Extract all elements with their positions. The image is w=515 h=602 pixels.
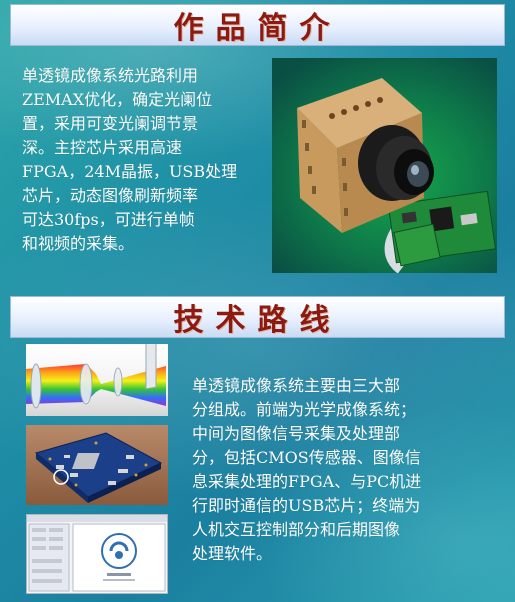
tech-line: 分组成。前端为光学成像系统； bbox=[192, 400, 417, 419]
tech-line: 息采集处理的FPGA、与PC机进 bbox=[192, 472, 422, 491]
tech-line: 分，包括CMOS传感器、图像信 bbox=[192, 448, 421, 467]
pcb-board-image bbox=[26, 425, 168, 505]
tech-line: 中间为图像信号采集及处理部 bbox=[192, 424, 401, 443]
intro-line: 深。主控芯片采用高速 bbox=[22, 138, 183, 157]
section-title-tech: 技术路线 bbox=[173, 303, 342, 338]
intro-line: 置，采用可变光阑调节景 bbox=[22, 114, 199, 133]
camera-device-photo bbox=[272, 58, 497, 273]
section-banner-tech: 技术路线 bbox=[10, 296, 505, 338]
intro-line: FPGA，24M晶振，USB处理 bbox=[22, 162, 238, 181]
software-ui-image bbox=[26, 514, 168, 594]
tech-line: 单透镜成像系统主要由三大部 bbox=[192, 376, 401, 395]
software-illustration bbox=[27, 515, 167, 592]
camera-illustration bbox=[297, 78, 496, 273]
section-banner-intro: 作品简介 bbox=[10, 4, 505, 46]
tech-line: 处理软件。 bbox=[192, 544, 273, 563]
optics-illustration bbox=[26, 344, 166, 409]
optical-path-image bbox=[26, 344, 168, 416]
intro-line: 和视频的采集。 bbox=[22, 234, 135, 253]
tech-line: 人机交互控制部分和后期图像 bbox=[192, 520, 401, 539]
intro-line: 可达30fps，可进行单帧 bbox=[22, 210, 195, 229]
intro-paragraph: 单透镜成像系统光路利用 ZEMAX优化，确定光阑位 置，采用可变光阑调节景 深。… bbox=[22, 64, 258, 256]
intro-line: 单透镜成像系统光路利用 bbox=[22, 66, 199, 85]
intro-line: 芯片，动态图像刷新频率 bbox=[22, 186, 199, 205]
intro-line: ZEMAX优化，确定光阑位 bbox=[22, 90, 213, 109]
tech-line: 行即时通信的USB芯片；终端为 bbox=[192, 496, 421, 515]
section-title-intro: 作品简介 bbox=[173, 11, 342, 46]
tech-paragraph: 单透镜成像系统主要由三大部 分组成。前端为光学成像系统； 中间为图像信号采集及处… bbox=[192, 374, 498, 566]
pcb-illustration bbox=[34, 432, 163, 503]
